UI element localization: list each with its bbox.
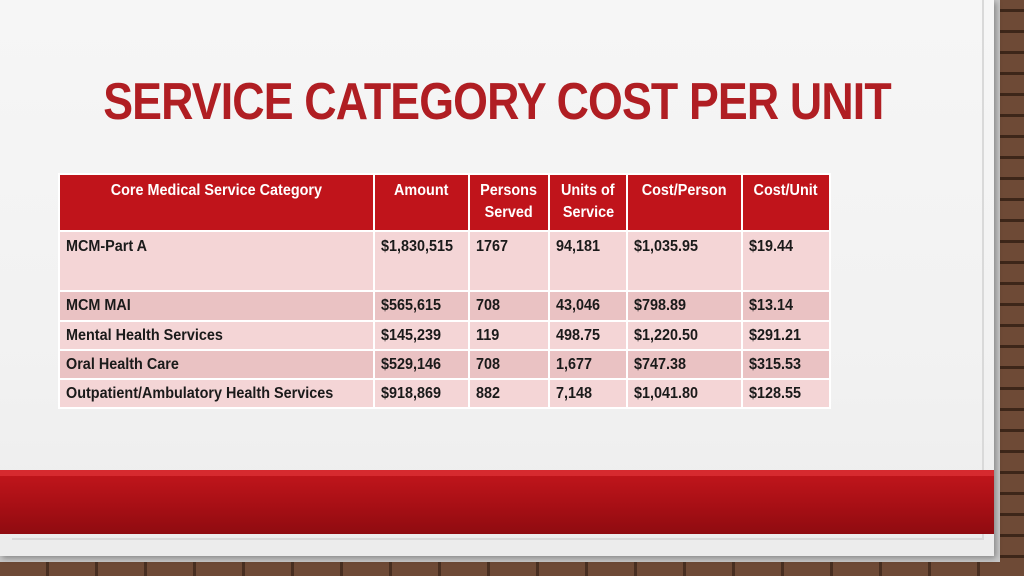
cell-cost-per-unit: $13.14 <box>741 290 831 322</box>
table-row: MCM MAI $565,615 708 43,046 $798.89 $13.… <box>58 290 831 322</box>
slide-frame <box>12 0 984 540</box>
table-row: Oral Health Care $529,146 708 1,677 $747… <box>58 349 831 380</box>
header-cost-per-person: Cost/Person <box>626 173 743 232</box>
cell-category: MCM MAI <box>58 290 375 322</box>
header-category: Core Medical Service Category <box>58 173 375 232</box>
cell-category: Mental Health Services <box>58 320 375 351</box>
cell-units-of-service: 498.75 <box>548 320 628 351</box>
table-row: Outpatient/Ambulatory Health Services $9… <box>58 378 831 409</box>
cell-category: Oral Health Care <box>58 349 375 380</box>
table-header-row: Core Medical Service Category Amount Per… <box>58 173 831 232</box>
cell-amount: $565,615 <box>373 290 470 322</box>
cell-persons-served: 119 <box>468 320 550 351</box>
cell-units-of-service: 7,148 <box>548 378 628 409</box>
red-band-highlight <box>0 470 994 476</box>
slide-title: SERVICE CATEGORY COST PER UNIT <box>103 73 891 131</box>
cell-amount: $145,239 <box>373 320 470 351</box>
cell-category: Outpatient/Ambulatory Health Services <box>58 378 375 409</box>
cell-cost-per-unit: $291.21 <box>741 320 831 351</box>
cell-units-of-service: 94,181 <box>548 230 628 292</box>
slide-card: SERVICE CATEGORY COST PER UNIT Core Medi… <box>0 0 994 556</box>
red-footer-band <box>0 470 994 534</box>
table-row: Mental Health Services $145,239 119 498.… <box>58 320 831 351</box>
cell-units-of-service: 43,046 <box>548 290 628 322</box>
header-cost-per-unit: Cost/Unit <box>741 173 831 232</box>
cell-persons-served: 882 <box>468 378 550 409</box>
cell-persons-served: 708 <box>468 349 550 380</box>
cell-persons-served: 708 <box>468 290 550 322</box>
table-row: MCM-Part A $1,830,515 1767 94,181 $1,035… <box>58 230 831 292</box>
cell-amount: $1,830,515 <box>373 230 470 292</box>
cell-cost-per-unit: $128.55 <box>741 378 831 409</box>
cell-cost-per-unit: $19.44 <box>741 230 831 292</box>
cell-cost-per-person: $1,035.95 <box>626 230 743 292</box>
header-persons-served: Persons Served <box>468 173 550 232</box>
cell-units-of-service: 1,677 <box>548 349 628 380</box>
cell-category: MCM-Part A <box>58 230 375 292</box>
cell-amount: $918,869 <box>373 378 470 409</box>
cell-persons-served: 1767 <box>468 230 550 292</box>
header-amount: Amount <box>373 173 470 232</box>
cell-cost-per-unit: $315.53 <box>741 349 831 380</box>
cost-table: Core Medical Service Category Amount Per… <box>58 173 831 409</box>
cell-cost-per-person: $1,041.80 <box>626 378 743 409</box>
cell-cost-per-person: $798.89 <box>626 290 743 322</box>
cell-cost-per-person: $747.38 <box>626 349 743 380</box>
header-units-of-service: Units of Service <box>548 173 628 232</box>
cell-amount: $529,146 <box>373 349 470 380</box>
cell-cost-per-person: $1,220.50 <box>626 320 743 351</box>
